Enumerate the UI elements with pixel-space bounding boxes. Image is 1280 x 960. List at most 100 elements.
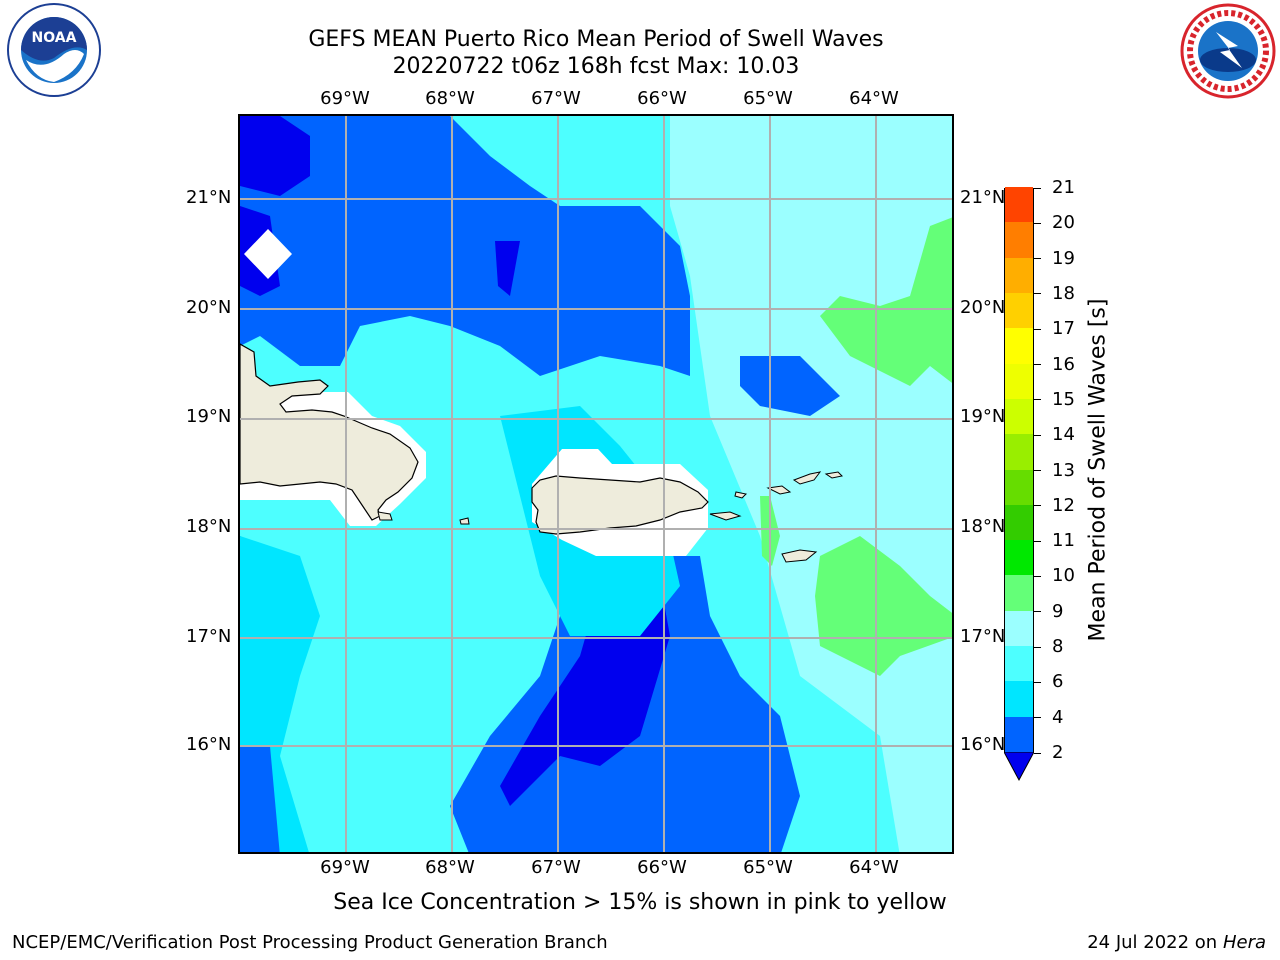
land-vieques	[709, 511, 742, 521]
top-lon-label-69w: 69°W	[320, 88, 370, 109]
colorbar-tick	[1034, 258, 1041, 260]
colorbar-tick	[1034, 293, 1041, 295]
left-lat-label-18n: 18°N	[186, 516, 232, 537]
colorbar-tick-label: 11	[1052, 530, 1075, 552]
right-lat-label-17n: 17°N	[960, 626, 1006, 647]
chart-title-line1: GEFS MEAN Puerto Rico Mean Period of Swe…	[308, 27, 884, 52]
chart-title-line2: 20220722 t06z 168h fcst Max: 10.03	[392, 54, 800, 79]
swell-contour-9-10-southeast	[815, 536, 952, 676]
colorbar-tick	[1034, 222, 1041, 224]
colorbar-tick	[1034, 717, 1041, 719]
left-lat-label-19n: 19°N	[186, 406, 232, 427]
bottom-lon-label-67w: 67°W	[531, 857, 581, 878]
land-mona-island	[459, 517, 470, 525]
colorbar-segment-6-8	[1005, 645, 1033, 682]
footer-producer: NCEP/EMC/Verification Post Processing Pr…	[12, 932, 608, 953]
colorbar-segment-4-6	[1005, 680, 1033, 717]
colorbar-segment-8-9	[1005, 610, 1033, 647]
colorbar-segment-9-10	[1005, 574, 1033, 611]
top-lon-label-66w: 66°W	[637, 88, 687, 109]
noaa-logo: NOAA	[4, 2, 104, 102]
land-virgin-islands	[766, 471, 844, 495]
colorbar-segment-14-15	[1005, 398, 1033, 435]
colorbar-tick	[1034, 434, 1041, 436]
colorbar-tick-label: 18	[1052, 282, 1075, 304]
land-hispaniola	[240, 343, 419, 521]
colorbar-segment-19-20	[1005, 221, 1033, 258]
colorbar	[1004, 186, 1034, 753]
colorbar-tick	[1034, 681, 1041, 683]
colorbar-segment-10-11	[1005, 539, 1033, 576]
nws-logo	[1178, 2, 1278, 100]
left-lat-label-17n: 17°N	[186, 626, 232, 647]
swell-contour-under-2-small	[495, 241, 520, 296]
colorbar-tick	[1034, 611, 1041, 613]
colorbar-segment-17-18	[1005, 292, 1033, 329]
colorbar-tick-label: 2	[1052, 742, 1064, 763]
colorbar-title: Mean Period of Swell Waves [s]	[1085, 298, 1111, 642]
land-saona	[377, 511, 393, 521]
colorbar-tick-label: 12	[1052, 494, 1075, 516]
colorbar-tick-label: 9	[1052, 600, 1064, 622]
right-lat-label-21n: 21°N	[960, 187, 1006, 208]
land-culebra	[734, 491, 748, 499]
colorbar-tick-label: 8	[1052, 636, 1064, 658]
colorbar-under-triangle	[1004, 752, 1034, 782]
footer-date-text: 24 Jul 2022 on	[1087, 932, 1223, 953]
colorbar-tick	[1034, 399, 1041, 401]
svg-text:NOAA: NOAA	[32, 30, 77, 46]
colorbar-tick	[1034, 328, 1041, 330]
top-lon-label-65w: 65°W	[743, 88, 793, 109]
colorbar-tick	[1034, 470, 1041, 471]
footer-machine: Hera	[1222, 932, 1266, 953]
colorbar-tick	[1034, 540, 1041, 542]
colorbar-tick-label: 20	[1052, 212, 1075, 234]
colorbar-segment-11-12	[1005, 504, 1033, 541]
right-lat-label-18n: 18°N	[960, 516, 1006, 537]
colorbar-segment-12-13	[1005, 469, 1033, 505]
colorbar-tick-label: 10	[1052, 565, 1075, 587]
colorbar-tick-label: 21	[1052, 177, 1075, 198]
bottom-lon-label-64w: 64°W	[849, 857, 899, 878]
colorbar-tick	[1034, 364, 1041, 366]
colorbar-tick	[1034, 505, 1041, 507]
swell-contour-2-4-northwest	[240, 116, 690, 376]
bottom-lon-label-66w: 66°W	[637, 857, 687, 878]
colorbar-tick-label: 13	[1052, 459, 1075, 481]
colorbar-tick-label: 6	[1052, 671, 1064, 693]
colorbar-tick	[1034, 646, 1041, 648]
colorbar-tick	[1034, 752, 1041, 754]
top-lon-label-67w: 67°W	[531, 88, 581, 109]
map-gridlines	[240, 116, 952, 852]
colorbar-segment-18-19	[1005, 257, 1033, 293]
colorbar-segment-20-21	[1005, 186, 1033, 223]
colorbar-segment-15-16	[1005, 363, 1033, 399]
swell-contour-under-2-nw	[240, 116, 310, 196]
right-lat-label-19n: 19°N	[960, 406, 1006, 427]
sea-ice-note: Sea Ice Concentration > 15% is shown in …	[333, 890, 947, 915]
colorbar-tick-label: 16	[1052, 353, 1075, 375]
colorbar-tick-label: 4	[1052, 706, 1064, 728]
swell-contour-9-10-northeast	[820, 217, 952, 386]
right-lat-label-20n: 20°N	[960, 297, 1006, 318]
swell-contour-2-4-sw	[240, 746, 280, 852]
left-lat-label-21n: 21°N	[186, 187, 232, 208]
colorbar-segment-13-14	[1005, 433, 1033, 470]
map-plot-area	[238, 114, 954, 854]
left-lat-label-16n: 16°N	[186, 734, 232, 755]
bottom-lon-label-68w: 68°W	[425, 857, 475, 878]
colorbar-segment-2-4	[1005, 716, 1033, 752]
colorbar-tick-label: 19	[1052, 247, 1075, 269]
colorbar-tick	[1034, 575, 1041, 577]
colorbar-segment-16-17	[1005, 327, 1033, 364]
colorbar-tick	[1034, 187, 1041, 189]
top-lon-label-64w: 64°W	[849, 88, 899, 109]
left-lat-label-20n: 20°N	[186, 297, 232, 318]
top-lon-label-68w: 68°W	[425, 88, 475, 109]
swell-contour-2-4-east	[740, 356, 840, 416]
bottom-lon-label-65w: 65°W	[743, 857, 793, 878]
no-data-diamond	[244, 229, 292, 279]
land-st-croix	[781, 549, 818, 563]
bottom-lon-label-69w: 69°W	[320, 857, 370, 878]
colorbar-tick-label: 15	[1052, 388, 1075, 410]
